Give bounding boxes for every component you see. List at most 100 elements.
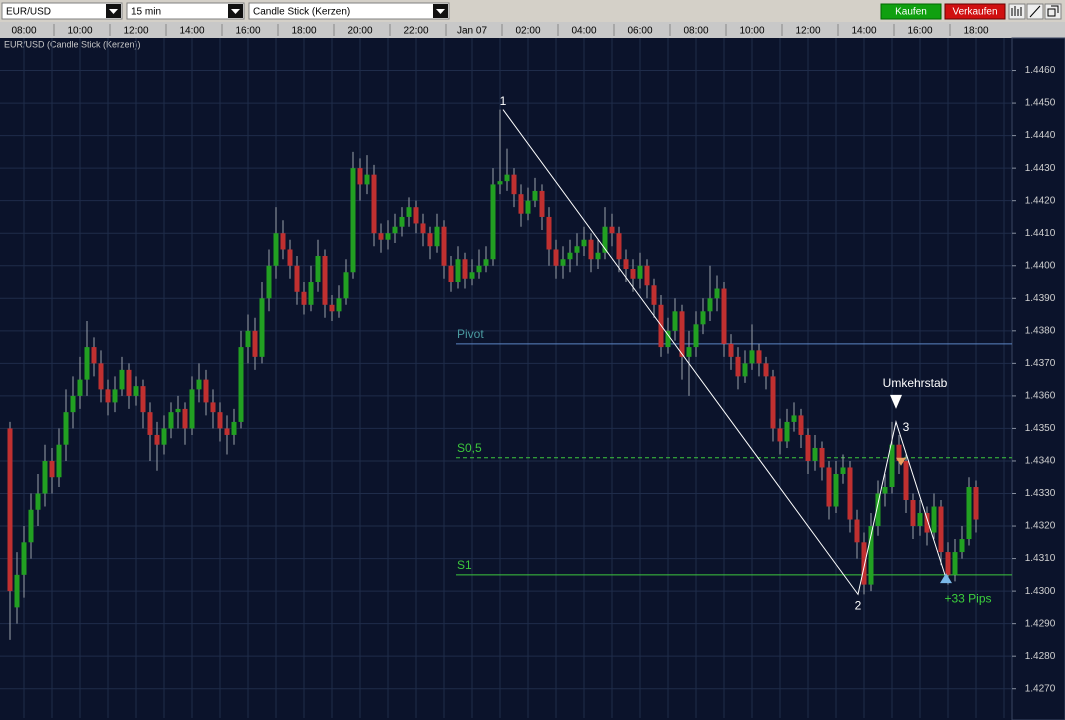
candle-body [693,324,699,348]
y-tick-label: 1.4310 [1025,553,1056,564]
candle-body [420,223,426,234]
candle-body [931,506,937,533]
exit-label: +33 Pips [944,591,991,605]
candle-body [350,168,356,273]
candle-body [175,408,181,413]
candle-body [462,259,468,279]
level-label: S1 [457,558,472,572]
time-label: 20:00 [347,26,372,37]
candle-body [973,486,979,520]
candle-body [952,552,958,575]
candle-body [385,233,391,240]
candle-body [791,415,797,422]
candle-body [84,347,90,380]
candle-body [168,412,174,429]
zigzag-label: 1 [500,94,507,108]
y-tick-label: 1.4280 [1025,651,1056,662]
candle-body [728,343,734,357]
time-label: 16:00 [907,26,932,37]
candle-body [546,216,552,250]
window-button[interactable] [1044,3,1062,20]
candle-body [861,542,867,585]
candle-body [637,265,643,279]
candle-body [875,493,881,527]
candle-body [763,363,769,377]
candle-body [896,444,902,461]
level-label: Pivot [457,327,484,341]
candle-body [210,402,216,413]
y-tick-label: 1.4450 [1025,98,1056,109]
candle-body [525,200,531,214]
zigzag-label: 3 [903,420,910,434]
y-tick-label: 1.4340 [1025,456,1056,467]
candle-body [700,311,706,325]
candle-body [910,500,916,527]
candle-body [98,363,104,390]
y-tick-label: 1.4360 [1025,391,1056,402]
candle-body [819,447,825,468]
candle-body [126,369,132,396]
candle-body [231,421,237,435]
candle-body [147,412,153,435]
symbol-dropdown[interactable] [1,2,123,20]
candle-body [378,233,384,240]
arrow-icon [231,9,240,14]
y-tick-label: 1.4300 [1025,586,1056,597]
candle-body [805,434,811,461]
candle-body [868,526,874,585]
style-dropdown[interactable] [248,2,450,20]
interval-dropdown[interactable] [126,2,245,20]
exit-marker [940,573,952,584]
candle-body [119,369,125,390]
y-tick-label: 1.4430 [1025,163,1056,174]
sell-button[interactable] [944,3,1006,20]
time-label: 08:00 [683,26,708,37]
candle-body [413,207,419,224]
candle-body [217,412,223,429]
candle-body [959,539,965,553]
candle-body [140,386,146,413]
candle-body [749,350,755,364]
candle-body [105,389,111,403]
candle-body [406,207,412,217]
candle-body [679,311,685,357]
candle-body [833,473,839,507]
reversal-marker [890,394,902,409]
time-label: 04:00 [571,26,596,37]
candle-body [343,272,349,299]
y-tick-label: 1.4350 [1025,423,1056,434]
buy-label: Kaufen [895,7,927,18]
candle-body [287,249,293,266]
candle-body [539,190,545,217]
candle-body [651,285,657,305]
style-text: Candle Stick (Kerzen) [253,7,350,18]
candle-body [644,265,650,286]
chart-type-button[interactable] [1008,3,1026,20]
candle-body [588,239,594,260]
candle-body [322,255,328,305]
candle-body [448,265,454,283]
candle-body [581,239,587,247]
candle-body [392,226,398,234]
candle-body [63,412,69,445]
candle-body [903,460,909,501]
candle-body [924,513,930,533]
candle-body [560,259,566,266]
candle-body [504,174,510,182]
candle-body [854,519,860,543]
y-tick-label: 1.4460 [1025,65,1056,76]
buy-button[interactable] [880,3,942,20]
candle-body [798,415,804,435]
candle-body [686,347,692,357]
candle-body [532,190,538,201]
price-axis [1011,37,1065,720]
arrow-icon [436,9,445,14]
time-label: 06:00 [627,26,652,37]
candle-body [308,282,314,305]
candle-body [889,444,895,487]
candle-body [245,330,251,348]
candle-body [602,226,608,253]
time-label: 10:00 [67,26,92,37]
bars-icon [1011,6,1022,16]
